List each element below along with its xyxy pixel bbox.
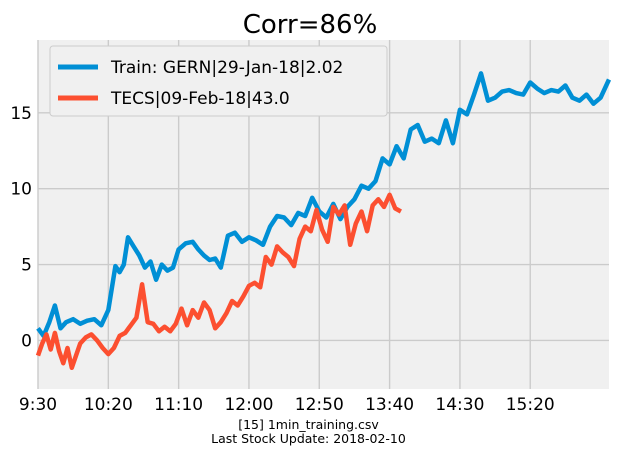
series-layer	[35, 71, 612, 371]
caption-last-update: Last Stock Update: 2018-02-10	[211, 431, 406, 446]
chart-title: Corr=86%	[243, 10, 378, 40]
series-line-1	[35, 192, 402, 371]
x-tick-label: 13:40	[365, 395, 414, 415]
x-tick-label: 14:30	[435, 395, 484, 415]
legend: Train: GERN|29-Jan-18|2.02 TECS|09-Feb-18…	[49, 45, 388, 117]
x-tick-label: 15:20	[506, 395, 555, 415]
legend-label-1: TECS|09-Feb-18|43.0	[110, 89, 290, 109]
x-tick-label: 12:00	[224, 395, 273, 415]
legend-label-0: Train: GERN|29-Jan-18|2.02	[110, 58, 343, 78]
y-axis-tick-labels: 0 5 10 15	[10, 104, 32, 352]
y-tick-label: 0	[21, 331, 32, 351]
x-tick-label: 9:30	[19, 395, 57, 415]
x-tick-label: 10:20	[84, 395, 133, 415]
y-tick-label: 10	[10, 180, 32, 200]
y-tick-label: 5	[21, 256, 32, 276]
legend-box	[49, 45, 388, 117]
series-line-0	[36, 71, 612, 339]
x-tick-label: 11:10	[154, 395, 203, 415]
x-tick-label: 12:50	[295, 395, 344, 415]
y-tick-label: 15	[10, 104, 32, 124]
x-axis-tick-labels: 9:30 10:20 11:10 12:00 12:50 13:40 14:30 15:20	[19, 395, 555, 415]
caption-filename: [15] 1min_training.csv	[238, 417, 379, 432]
